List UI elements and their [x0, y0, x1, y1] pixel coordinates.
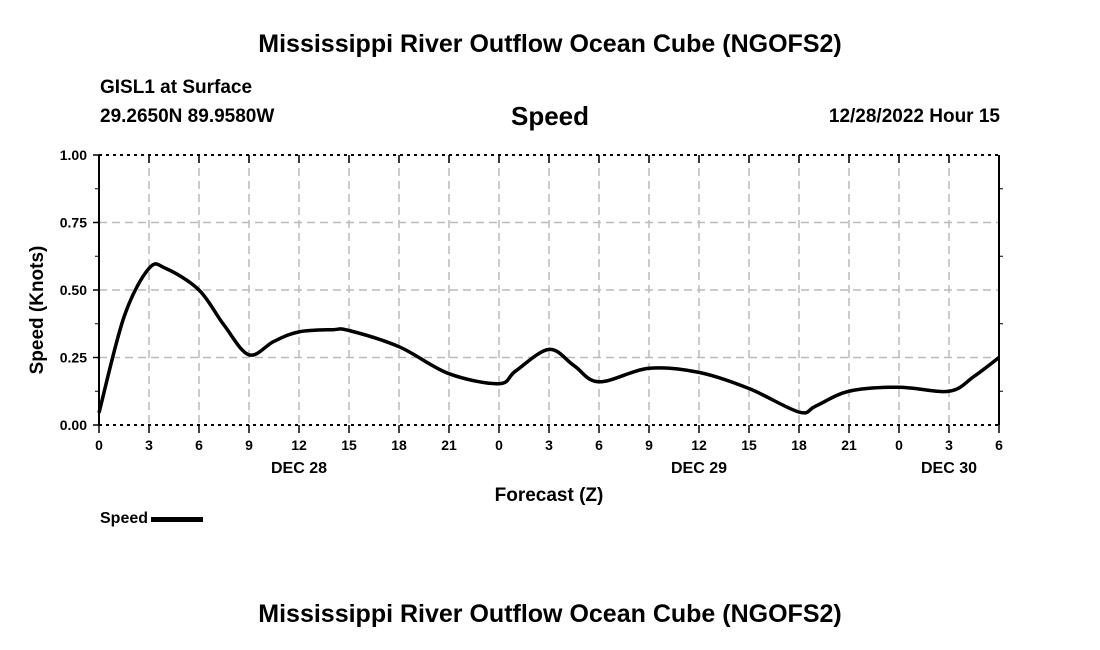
y-axis-label: Speed (Knots): [27, 246, 48, 375]
x-tick-label: 3: [545, 437, 553, 453]
y-tick-label: 0.50: [60, 282, 87, 298]
footer-title: Mississippi River Outflow Ocean Cube (NG…: [258, 600, 842, 628]
x-tick-label: 15: [741, 437, 757, 453]
date-label: DEC 30: [921, 460, 977, 477]
x-tick-label: 18: [391, 437, 407, 453]
chart-title: Mississippi River Outflow Ocean Cube (NG…: [258, 30, 842, 58]
x-tick-label: 3: [945, 437, 953, 453]
x-tick-label: 0: [495, 437, 503, 453]
legend: Speed: [100, 510, 204, 528]
x-tick-label: 12: [691, 437, 707, 453]
x-tick-label: 9: [245, 437, 253, 453]
chart-subtitle: Speed: [510, 101, 590, 131]
series-line-speed: [97, 262, 1001, 415]
legend-swatch: [151, 516, 204, 522]
x-tick-label: 0: [95, 437, 103, 453]
x-tick-label: 21: [441, 437, 457, 453]
x-tick-label: 6: [995, 437, 1003, 453]
x-tick-label: 18: [791, 437, 807, 453]
datetime-label: 12/28/2022 Hour 15: [828, 106, 1000, 127]
legend-label: Speed: [100, 510, 149, 527]
x-tick-label: 3: [145, 437, 153, 453]
date-label: DEC 29: [671, 460, 727, 477]
y-tick-label: 1.00: [60, 147, 87, 163]
date-label: DEC 28: [271, 460, 327, 477]
x-tick-label: 6: [195, 437, 203, 453]
x-tick-label: 12: [291, 437, 307, 453]
station-label: GISL1 at Surface: [100, 77, 253, 98]
x-axis-label: Forecast (Z): [495, 485, 604, 506]
x-tick-label: 15: [341, 437, 357, 453]
x-tick-label: 0: [895, 437, 903, 453]
coordinates-label: 29.2650N 89.9580W: [100, 106, 275, 127]
x-tick-label: 21: [841, 437, 857, 453]
x-tick-label: 6: [595, 437, 603, 453]
y-tick-label: 0.00: [60, 417, 87, 433]
y-tick-label: 0.75: [60, 215, 87, 231]
y-tick-label: 0.25: [60, 350, 87, 366]
x-tick-label: 9: [645, 437, 653, 453]
